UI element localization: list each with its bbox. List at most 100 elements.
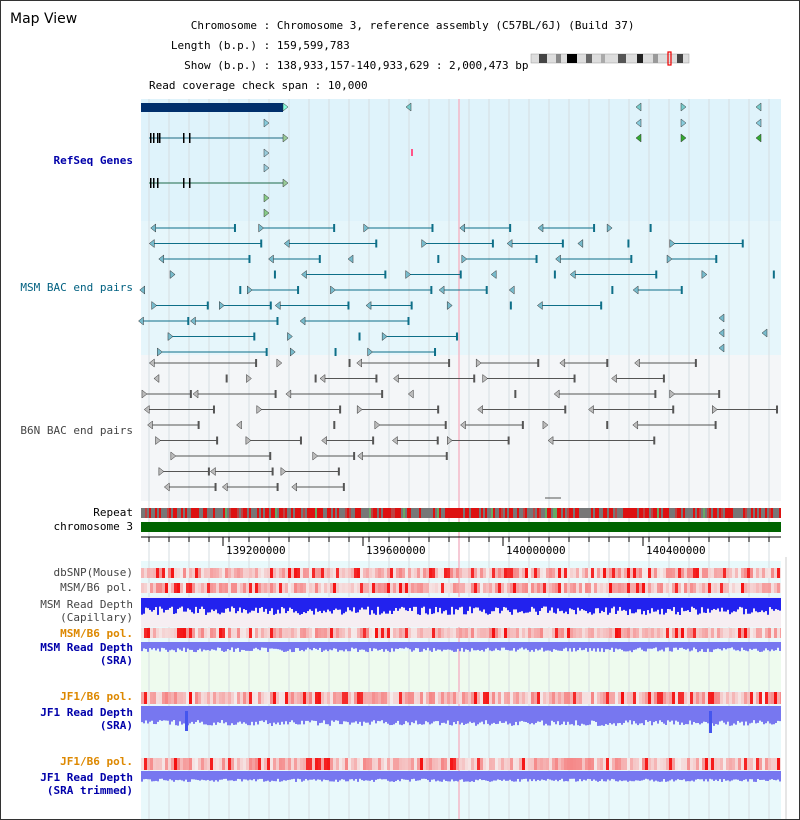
depth-bar — [257, 771, 259, 780]
depth-bar — [649, 771, 651, 781]
depth-bar — [611, 706, 613, 725]
depth-bar — [449, 642, 451, 650]
depth-bar — [511, 642, 513, 651]
heat-segment — [747, 568, 750, 578]
repeat-segment — [663, 508, 665, 518]
heat-segment — [717, 568, 720, 578]
heat-segment — [393, 583, 396, 593]
heat-segment — [711, 568, 714, 578]
depth-bar — [143, 642, 145, 649]
repeat-segment — [609, 508, 611, 518]
heat-segment — [435, 568, 438, 578]
msm-bac-end — [239, 286, 242, 294]
repeat-segment — [521, 508, 523, 518]
track-label-msm-depth-sra[interactable]: MSM Read Depth — [40, 641, 133, 654]
depth-bar — [565, 598, 567, 612]
depth-bar — [365, 642, 367, 652]
depth-bar — [187, 771, 189, 782]
heat-segment — [612, 758, 615, 770]
depth-bar — [761, 598, 763, 611]
track-label-jf1-pol[interactable]: JF1/B6 pol. — [60, 690, 133, 703]
depth-bar — [405, 598, 407, 611]
depth-bar — [357, 706, 359, 724]
heat-segment — [429, 628, 432, 638]
depth-bar — [653, 642, 655, 649]
heat-segment — [438, 568, 441, 578]
heat-segment — [261, 568, 264, 578]
depth-bar — [695, 706, 697, 724]
heat-segment — [543, 692, 546, 704]
depth-bar — [675, 598, 677, 615]
heat-segment — [480, 568, 483, 578]
depth-bar — [735, 598, 737, 612]
depth-bar — [489, 706, 491, 726]
heat-segment — [300, 692, 303, 704]
depth-bar — [477, 642, 479, 650]
repeat-segment — [635, 508, 637, 518]
heat-segment — [732, 568, 735, 578]
track-label-jf1-depth-sra[interactable]: JF1 Read Depth — [40, 706, 133, 719]
heat-segment — [366, 692, 369, 704]
depth-bar — [403, 642, 405, 649]
heat-segment — [378, 628, 381, 638]
depth-bar — [489, 598, 491, 614]
track-label-b6n-bac[interactable]: B6N BAC end pairs — [20, 424, 133, 437]
refseq-mark — [411, 149, 413, 156]
heat-segment — [249, 568, 252, 578]
track-label-msm-b6-pol-sra[interactable]: MSM/B6 pol. — [60, 627, 133, 640]
heat-segment — [408, 583, 411, 593]
depth-bar — [157, 598, 159, 615]
depth-bar — [475, 598, 477, 608]
track-label-refseq[interactable]: RefSeq Genes — [53, 154, 133, 167]
depth-bar — [179, 642, 181, 650]
depth-bar — [683, 642, 685, 650]
heat-segment — [606, 628, 609, 638]
repeat-segment — [741, 508, 743, 518]
repeat-segment — [219, 508, 221, 518]
repeat-segment — [373, 508, 375, 518]
track-label-dbsnp[interactable]: dbSNP(Mouse) — [53, 566, 133, 579]
b6n-bac-end — [444, 421, 447, 429]
msm-bac-end — [561, 239, 564, 248]
depth-bar — [203, 706, 205, 725]
depth-bar — [373, 642, 375, 649]
depth-bar — [239, 771, 241, 780]
heat-segment — [441, 583, 444, 593]
heat-segment — [336, 583, 339, 593]
heat-segment — [282, 692, 285, 704]
depth-bar — [309, 706, 311, 723]
depth-bar — [697, 706, 699, 724]
depth-bar — [451, 706, 453, 726]
depth-bar — [235, 771, 237, 781]
repeat-segment — [527, 508, 529, 518]
depth-bar — [271, 642, 273, 649]
heat-segment — [243, 692, 246, 704]
heat-segment — [168, 692, 171, 704]
heat-segment — [525, 692, 528, 704]
depth-bar — [407, 642, 409, 649]
depth-bar — [199, 598, 201, 609]
depth-bar — [395, 706, 397, 723]
depth-bar — [553, 642, 555, 650]
depth-bar — [261, 771, 263, 779]
track-label-jf1-pol-2[interactable]: JF1/B6 pol. — [60, 755, 133, 768]
track-label-jf1-depth-trim[interactable]: JF1 Read Depth — [40, 771, 133, 784]
heat-segment — [192, 568, 195, 578]
repeat-segment — [365, 508, 367, 518]
track-label-msm-depth-cap[interactable]: MSM Read Depth — [40, 598, 133, 611]
depth-bar — [187, 642, 189, 649]
depth-bar — [381, 642, 383, 650]
repeat-segment — [449, 508, 451, 518]
heat-segment — [366, 568, 369, 578]
heat-segment — [318, 628, 321, 638]
track-label-msm-b6-pol[interactable]: MSM/B6 pol. — [60, 581, 133, 594]
depth-bar — [195, 706, 197, 722]
heat-segment — [423, 628, 426, 638]
repeat-segment — [397, 508, 399, 518]
heat-segment — [675, 583, 678, 593]
depth-bar — [473, 706, 475, 723]
track-label-msm-bac[interactable]: MSM BAC end pairs — [20, 281, 133, 294]
heat-segment — [639, 628, 642, 638]
depth-bar — [459, 706, 461, 725]
